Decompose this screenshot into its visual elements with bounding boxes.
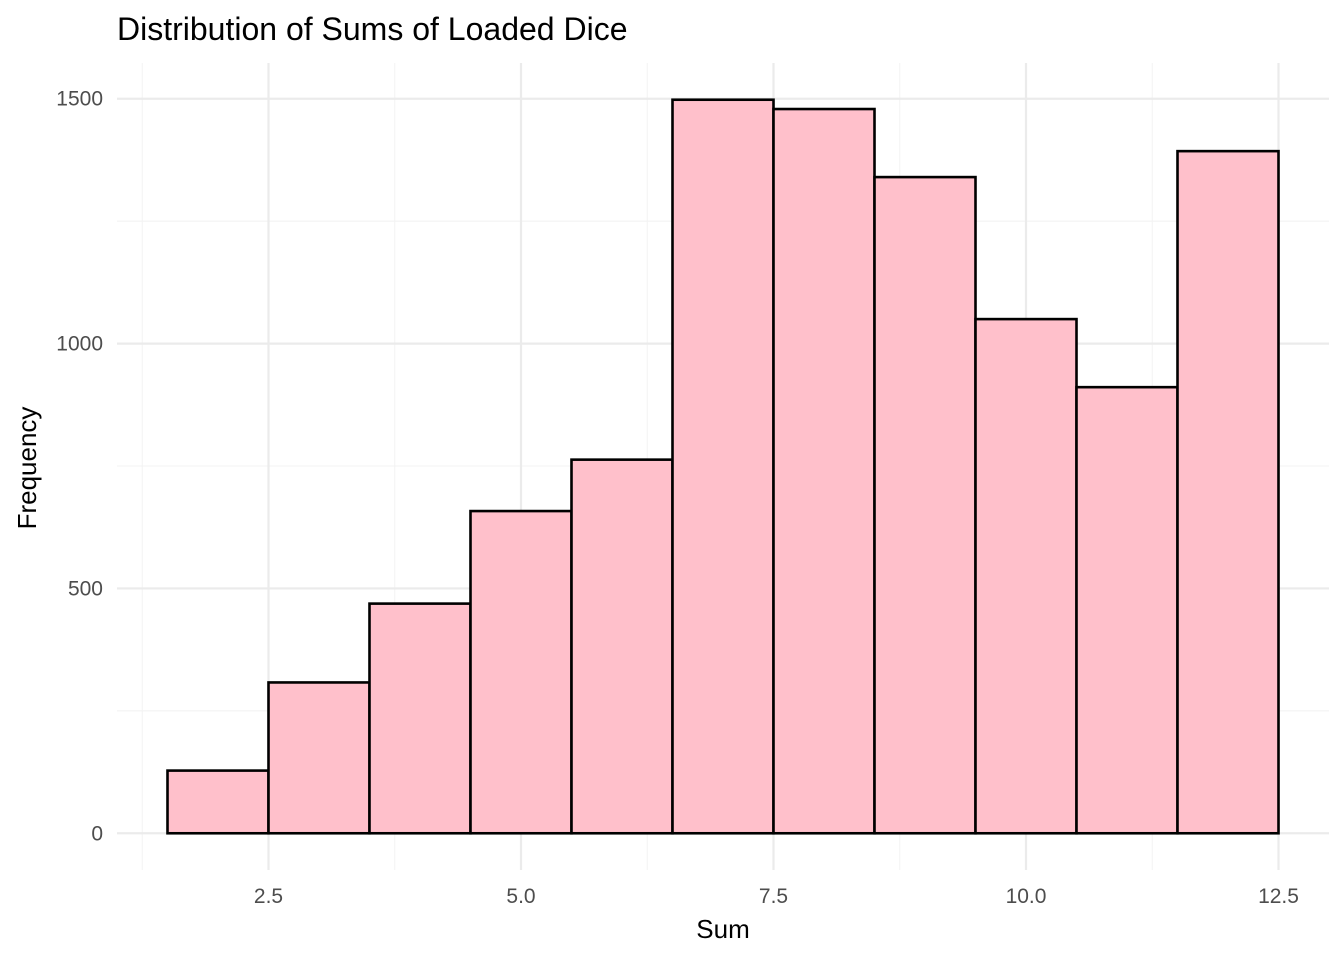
histogram-bar bbox=[1075, 385, 1179, 835]
x-axis-tick-labels: 2.5 5.0 7.5 10.0 12.5 bbox=[254, 885, 1299, 908]
x-tick-label: 7.5 bbox=[759, 885, 788, 908]
chart-title: Distribution of Sums of Loaded Dice bbox=[117, 11, 627, 47]
histogram-bar bbox=[873, 175, 977, 835]
y-tick-label: 500 bbox=[68, 577, 103, 600]
y-tick-label: 1500 bbox=[56, 88, 103, 111]
x-tick-label: 12.5 bbox=[1258, 885, 1299, 908]
histogram-bar bbox=[570, 458, 674, 835]
x-axis-title: Sum bbox=[696, 914, 749, 944]
x-tick-label: 10.0 bbox=[1006, 885, 1047, 908]
histogram-bar bbox=[974, 317, 1078, 835]
x-tick-label: 5.0 bbox=[506, 885, 535, 908]
histogram-bar bbox=[671, 98, 775, 835]
histogram-bar bbox=[772, 107, 876, 835]
y-axis-title: Frequency bbox=[12, 407, 42, 530]
histogram-bar bbox=[1176, 149, 1280, 835]
y-tick-label: 0 bbox=[91, 822, 103, 845]
y-tick-label: 1000 bbox=[56, 333, 103, 356]
histogram-bar bbox=[469, 509, 573, 835]
histogram-bar bbox=[267, 681, 371, 835]
y-axis-tick-labels: 0 500 1000 1500 bbox=[56, 88, 103, 846]
histogram-bars bbox=[166, 98, 1280, 835]
histogram-bar bbox=[368, 602, 472, 835]
x-tick-label: 2.5 bbox=[254, 885, 283, 908]
histogram-bar bbox=[166, 769, 270, 835]
